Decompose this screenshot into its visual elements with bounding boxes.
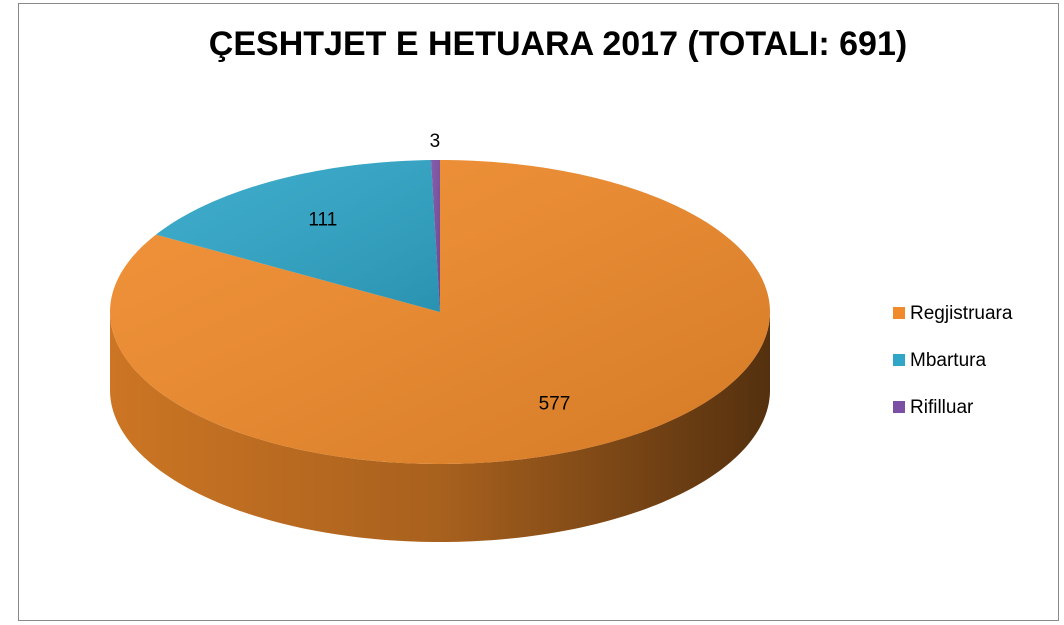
data-label: 3 xyxy=(430,131,441,152)
chart-title: ÇESHTJET E HETUARA 2017 (TOTALI: 691) xyxy=(209,25,907,63)
legend-swatch xyxy=(893,307,905,319)
legend-swatch xyxy=(893,354,905,366)
legend-label: Rifilluar xyxy=(910,397,974,418)
legend-label: Regjistruara xyxy=(910,303,1013,324)
legend-swatch xyxy=(893,401,905,413)
legend-label: Mbartura xyxy=(910,350,986,371)
top-shade xyxy=(431,160,440,312)
side-shade xyxy=(110,312,770,542)
data-label: 111 xyxy=(308,209,337,230)
top-shade xyxy=(155,160,441,312)
data-label: 577 xyxy=(539,393,571,414)
